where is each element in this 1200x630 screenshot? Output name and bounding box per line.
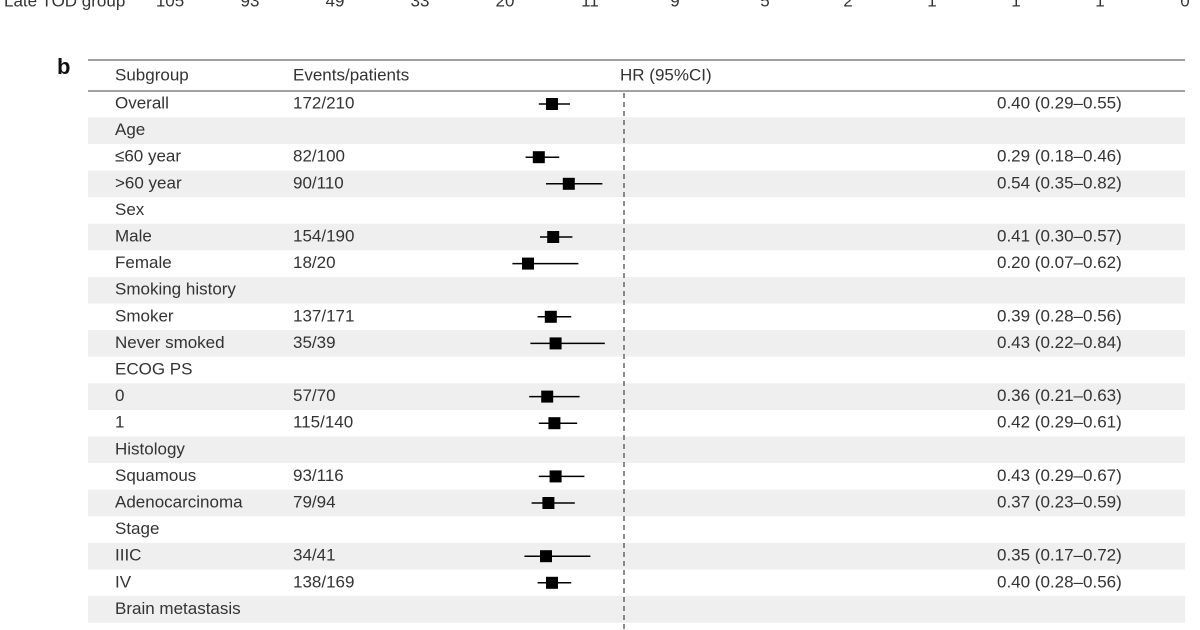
hr-marker [562, 177, 575, 190]
risk-label: Late TOD group [4, 0, 125, 10]
hr-marker [546, 576, 558, 589]
risk-count: 49 [326, 0, 345, 10]
events: 79/94 [293, 492, 336, 511]
row-stripe [88, 489, 1185, 517]
events: 57/70 [293, 386, 336, 405]
risk-count: 0 [1180, 0, 1189, 10]
subgroup-label: >60 year [115, 173, 182, 192]
events: 137/171 [293, 306, 354, 325]
hr-marker [547, 231, 560, 243]
subgroup-label: Female [115, 253, 172, 272]
risk-count: 5 [760, 0, 769, 10]
subgroup-label: ≤60 year [115, 147, 181, 166]
row-stripe [88, 436, 1185, 464]
hr-marker [549, 337, 562, 350]
hr-label: 0.39 (0.28–0.56) [997, 306, 1122, 325]
subgroup-label: ECOG PS [115, 359, 192, 378]
events: 172/210 [293, 93, 354, 112]
hr-marker [540, 550, 552, 563]
hr-label: 0.42 (0.29–0.61) [997, 413, 1122, 432]
subgroup-label: IIIC [115, 546, 141, 565]
subgroup-label: Male [115, 226, 152, 245]
hr-marker [542, 497, 555, 509]
hr-label: 0.41 (0.30–0.57) [997, 226, 1122, 245]
hr-marker [549, 470, 562, 483]
subgroup-label: IV [115, 572, 132, 591]
row-stripe [88, 276, 1185, 304]
events: 82/100 [293, 147, 345, 166]
subgroup-label: Never smoked [115, 333, 225, 352]
subgroup-label: Overall [115, 93, 169, 112]
risk-count: 11 [581, 0, 599, 10]
subgroup-label: Brain metastasis [115, 599, 241, 618]
subgroup-label: 0 [115, 386, 124, 405]
subgroup-label: 1 [115, 413, 124, 432]
events: 35/39 [293, 333, 336, 352]
panel-label: b [57, 54, 70, 79]
subgroup-label: Squamous [115, 466, 196, 485]
rows [88, 117, 1185, 623]
events: 34/41 [293, 546, 336, 565]
events: 93/116 [293, 466, 344, 485]
risk-count: 1 [1011, 0, 1020, 10]
risk-count: 9 [670, 0, 679, 10]
header-events: Events/patients [293, 65, 409, 84]
risk-count: 33 [411, 0, 430, 10]
hr-label: 0.20 (0.07–0.62) [997, 253, 1122, 272]
hr-marker [546, 98, 558, 110]
risk-count: 1 [927, 0, 936, 10]
subgroup-label: Sex [115, 200, 145, 219]
subgroup-label: Histology [115, 439, 185, 458]
risk-count: 93 [241, 0, 260, 10]
hr-label: 0.40 (0.29–0.55) [997, 93, 1122, 112]
row-stripe [88, 170, 1185, 198]
row-stripe [88, 383, 1185, 410]
subgroup-label: Adenocarcinoma [115, 492, 243, 511]
subgroup-label: Smoker [115, 306, 174, 325]
events: 154/190 [293, 226, 354, 245]
risk-count: 20 [496, 0, 515, 10]
hr-marker [544, 310, 557, 323]
hr-marker [548, 417, 561, 430]
hr-label: 0.43 (0.22–0.84) [997, 333, 1122, 352]
hr-label: 0.36 (0.21–0.63) [997, 386, 1122, 405]
events: 90/110 [293, 173, 344, 192]
events: 18/20 [293, 253, 336, 272]
row-stripe [88, 542, 1185, 570]
row-stripe [88, 596, 1185, 623]
subgroup-label: Stage [115, 519, 159, 538]
row-stripe [88, 117, 1185, 144]
events: 138/169 [293, 572, 354, 591]
events: 115/140 [293, 413, 353, 432]
hr-marker [541, 390, 554, 403]
hr-label: 0.29 (0.18–0.46) [997, 147, 1122, 166]
hr-label: 0.43 (0.29–0.67) [997, 466, 1122, 485]
hr-marker [522, 257, 534, 270]
subgroup-label: Smoking history [115, 280, 236, 299]
risk-count: 1 [1095, 0, 1104, 10]
header-hr: HR (95%CI) [620, 65, 712, 84]
hr-label: 0.40 (0.28–0.56) [997, 572, 1122, 591]
header-subgroup: Subgroup [115, 65, 189, 84]
risk-count: 105 [156, 0, 184, 10]
hr-label: 0.54 (0.35–0.82) [997, 173, 1122, 192]
row-stripe [88, 330, 1185, 357]
risk-count: 2 [843, 0, 852, 10]
row-stripe [88, 223, 1185, 251]
hr-label: 0.35 (0.17–0.72) [997, 546, 1122, 565]
hr-label: 0.37 (0.23–0.59) [997, 492, 1122, 511]
hr-marker [532, 151, 545, 164]
subgroup-label: Age [115, 120, 145, 139]
